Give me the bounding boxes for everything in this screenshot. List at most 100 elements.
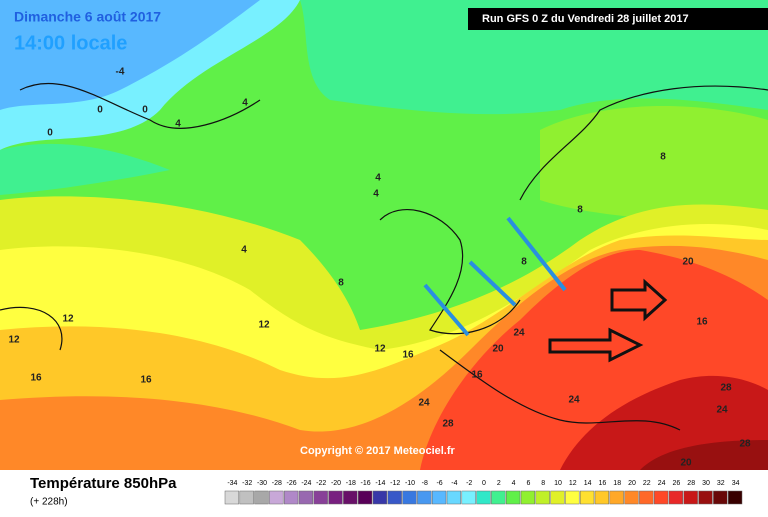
scale-swatch [668, 490, 684, 505]
scale-label: 18 [613, 480, 621, 487]
scale-label: 20 [628, 480, 636, 487]
contour-label: 24 [716, 405, 728, 416]
scale-swatch [683, 490, 698, 505]
contour-label: -4 [116, 67, 125, 78]
scale-label: 8 [541, 480, 545, 487]
scale-label: 14 [584, 480, 592, 487]
scale-swatch [283, 490, 299, 505]
scale-swatch [269, 490, 284, 505]
scale-label: 22 [643, 480, 651, 487]
scale-label: -20 [331, 480, 341, 487]
scale-swatch [550, 490, 565, 505]
scale-swatch [254, 490, 269, 505]
scale-swatch [713, 490, 728, 505]
contour-label: 28 [739, 439, 751, 450]
scale-label: -6 [436, 480, 442, 487]
copyright: Copyright © 2017 Meteociel.fr [300, 445, 456, 457]
contour-label: 4 [241, 245, 247, 256]
contour-label: 20 [682, 257, 694, 268]
contour-label: 4 [373, 189, 379, 200]
contour-label: 0 [97, 105, 103, 116]
scale-label: 34 [732, 480, 740, 487]
scale-label: 16 [599, 480, 607, 487]
arrows [423, 216, 668, 363]
scale-swatch [446, 490, 462, 505]
scale-swatch [239, 490, 254, 505]
scale-swatch [624, 490, 639, 505]
contour-label: 28 [442, 419, 454, 430]
scale-label: 28 [687, 480, 695, 487]
scale-label: -4 [451, 480, 457, 487]
scale-swatch [402, 490, 417, 505]
scale-label: -12 [390, 480, 400, 487]
contour-label: 8 [521, 257, 527, 268]
scale-swatch [698, 490, 713, 505]
scale-label: 2 [497, 480, 501, 487]
contour-label: 8 [338, 278, 344, 289]
scale-swatch [387, 490, 402, 505]
scale-label: -28 [272, 480, 282, 487]
forecast-time: 14:00 locale [14, 32, 127, 54]
scale-swatch [461, 490, 476, 505]
scale-swatch [609, 490, 624, 505]
contour-label: 4 [375, 173, 381, 184]
contour-label: 16 [471, 370, 483, 381]
scale-label: 6 [526, 480, 530, 487]
scale-swatch [505, 490, 521, 505]
scale-swatch [727, 490, 743, 505]
scale-label: -26 [287, 480, 297, 487]
scale-label: 10 [554, 480, 562, 487]
scale-swatch [372, 490, 388, 505]
scale-label: 26 [673, 480, 681, 487]
scale-swatch [520, 490, 536, 505]
scale-label: -14 [375, 480, 385, 487]
contour-label: 0 [47, 128, 53, 139]
scale-swatch [491, 490, 506, 505]
scale-swatch [431, 490, 447, 505]
scale-swatch [328, 490, 343, 505]
scale-swatch [313, 490, 328, 505]
scale-label: -10 [405, 480, 415, 487]
contour-labels: -4 0 0 0 4 4 4 4 4 8 8 8 12 12 12 12 16 16 16 16 20 20 24 24 24 2… [8, 67, 751, 469]
scale-label: -30 [257, 480, 267, 487]
scale-label: 12 [569, 480, 577, 487]
contour-label: 12 [62, 314, 74, 325]
scale-swatch [579, 490, 595, 505]
scale-label: -16 [361, 480, 371, 487]
contour-label: 8 [577, 205, 583, 216]
run-info: Run GFS 0 Z du Vendredi 28 juillet 2017 [482, 13, 689, 25]
contour-label: 24 [513, 328, 525, 339]
legend-title: Température 850hPa [30, 475, 177, 492]
contour-label: 16 [140, 375, 152, 386]
contour-label: 4 [242, 98, 248, 109]
forecast-date: Dimanche 6 août 2017 [14, 9, 161, 25]
scale-swatch [357, 490, 373, 505]
contour-label: 24 [418, 398, 430, 409]
contour-label: 12 [374, 344, 386, 355]
map: -4 0 0 0 4 4 4 4 4 8 8 8 12 12 12 12 16 16 16 16 20 20 24 24 24 2… [0, 0, 768, 470]
scale-label: 32 [717, 480, 725, 487]
contour-label: 4 [175, 119, 181, 130]
scale-label: 30 [702, 480, 710, 487]
scale-swatch [417, 490, 432, 505]
scale-swatch [476, 490, 491, 505]
scale-swatch [639, 490, 654, 505]
scale-swatch [298, 490, 314, 505]
color-scale: -34 -32 -30 -28 -26 -24 -22 -20 -18 -16 -14 -12 -10-… [224, 480, 743, 505]
contour-label: 12 [258, 320, 270, 331]
scale-label: -24 [301, 480, 311, 487]
scale-swatch [535, 490, 550, 505]
scale-label: 24 [658, 480, 666, 487]
coastlines [0, 82, 768, 431]
contour-label: 24 [568, 395, 580, 406]
scale-label: -34 [227, 480, 237, 487]
scale-label: 4 [512, 480, 516, 487]
contour-label: 20 [680, 458, 692, 469]
contour-label: 12 [8, 335, 20, 346]
scale-swatch [653, 490, 669, 505]
scale-label: -18 [346, 480, 356, 487]
scale-swatch [343, 490, 358, 505]
scale-label: 0 [482, 480, 486, 487]
run-banner [468, 8, 768, 30]
